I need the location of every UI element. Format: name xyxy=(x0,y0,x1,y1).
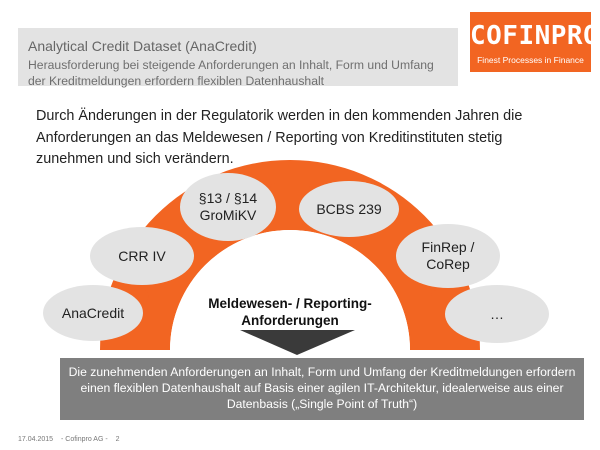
footer: 17.04.2015 - Cofinpro AG - 2 xyxy=(18,436,126,443)
bubble-gromikv xyxy=(180,173,276,241)
bubble-crr xyxy=(90,227,194,285)
bubble-label-anacredit: AnaCredit xyxy=(61,305,125,321)
bubble-label-gromikv-2: GroMiKV xyxy=(199,207,257,223)
footer-page: 2 xyxy=(115,436,120,443)
slide-subtitle: Herausforderung bei steigende Anforderun… xyxy=(28,58,434,88)
bubble-label-finrep-1: FinRep / xyxy=(421,239,475,255)
conclusion-text: Die zunehmenden Anforderungen an Inhalt,… xyxy=(68,365,576,411)
bubble-label-crr: CRR IV xyxy=(118,248,166,264)
conclusion-box xyxy=(60,358,584,420)
footer-company: - Cofinpro AG - xyxy=(61,436,108,443)
bubble-more xyxy=(445,285,549,343)
center-label: Meldewesen- / Reporting- Anforderungen xyxy=(185,295,395,329)
bubble-finrep xyxy=(396,224,500,288)
down-arrow xyxy=(240,330,355,355)
bubble-bcbs xyxy=(299,181,399,237)
bubble-label-finrep-2: CoRep xyxy=(426,256,470,272)
intro-text: Durch Änderungen in der Regulatorik werd… xyxy=(36,108,523,167)
bubble-label-bcbs: BCBS 239 xyxy=(316,201,382,217)
footer-date: 17.04.2015 xyxy=(18,436,54,443)
bubble-label-more: … xyxy=(490,306,504,322)
slide-title: Analytical Credit Dataset (AnaCredit) xyxy=(28,38,257,54)
cofinpro-logo: COFINPRO Finest Processes in Finance xyxy=(470,12,600,72)
bubble-anacredit xyxy=(43,285,143,341)
center-label-line1: Meldewesen- / Reporting- xyxy=(208,296,372,311)
header-band xyxy=(18,28,458,86)
logo-tagline: Finest Processes in Finance xyxy=(477,55,584,65)
bubble-label-gromikv-1: §13 / §14 xyxy=(198,190,258,206)
logo-wordmark: COFINPRO xyxy=(470,21,600,51)
center-label-line2: Anforderungen xyxy=(241,313,339,328)
